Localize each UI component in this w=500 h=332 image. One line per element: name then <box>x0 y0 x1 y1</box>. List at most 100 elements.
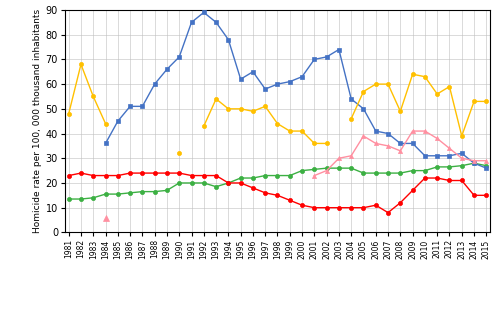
Brazil <box>274 174 280 178</box>
Line: Colombia: Colombia <box>104 10 488 170</box>
Mexico <box>152 171 158 175</box>
Colombia <box>262 87 268 91</box>
Colombia <box>385 131 391 135</box>
Brazil <box>434 165 440 169</box>
Colombia <box>250 70 256 74</box>
Brazil <box>446 165 452 169</box>
Line: Brazil: Brazil <box>66 161 488 201</box>
Mexico <box>434 176 440 180</box>
Brazil <box>90 196 96 200</box>
Brazil <box>324 166 330 170</box>
Mexico <box>348 206 354 210</box>
El Salvador <box>78 62 84 66</box>
Colombia <box>152 82 158 86</box>
Mexico <box>287 198 293 202</box>
Colombia <box>434 154 440 158</box>
Guatemala <box>348 154 354 158</box>
Colombia <box>348 97 354 101</box>
Brazil <box>484 164 490 168</box>
Mexico <box>324 206 330 210</box>
Brazil <box>213 185 219 189</box>
Guatemala <box>398 149 404 153</box>
Brazil <box>78 197 84 201</box>
Mexico <box>336 206 342 210</box>
Mexico <box>471 193 477 197</box>
Mexico <box>140 171 145 175</box>
Colombia <box>201 10 207 14</box>
Brazil <box>262 174 268 178</box>
Colombia <box>127 104 133 108</box>
Guatemala <box>336 156 342 160</box>
Brazil <box>238 176 244 180</box>
Colombia <box>373 129 379 133</box>
Mexico <box>274 193 280 197</box>
Guatemala <box>471 159 477 163</box>
Line: Mexico: Mexico <box>66 171 488 215</box>
Guatemala <box>458 156 464 160</box>
Guatemala <box>446 146 452 150</box>
El Salvador <box>66 112 71 116</box>
Brazil <box>373 171 379 175</box>
Mexico <box>188 174 194 178</box>
Brazil <box>176 181 182 185</box>
Brazil <box>152 190 158 194</box>
Brazil <box>471 161 477 165</box>
Brazil <box>127 191 133 195</box>
Brazil <box>385 171 391 175</box>
Guatemala <box>360 134 366 138</box>
Guatemala <box>385 144 391 148</box>
Guatemala <box>484 159 490 163</box>
Mexico <box>312 206 318 210</box>
Guatemala <box>422 129 428 133</box>
Line: El Salvador: El Salvador <box>66 62 108 126</box>
Colombia <box>140 104 145 108</box>
Line: Guatemala: Guatemala <box>312 129 488 178</box>
Mexico <box>213 174 219 178</box>
Colombia <box>226 38 232 42</box>
Mexico <box>360 206 366 210</box>
Colombia <box>410 141 416 145</box>
Mexico <box>201 174 207 178</box>
Mexico <box>262 191 268 195</box>
Brazil <box>140 190 145 194</box>
Colombia <box>458 151 464 155</box>
Brazil <box>360 171 366 175</box>
Colombia <box>176 55 182 59</box>
Colombia <box>324 55 330 59</box>
Brazil <box>299 169 305 173</box>
Mexico <box>250 186 256 190</box>
Mexico <box>446 179 452 183</box>
Colombia <box>238 77 244 81</box>
Mexico <box>385 210 391 214</box>
Brazil <box>250 176 256 180</box>
Colombia <box>471 161 477 165</box>
Mexico <box>127 171 133 175</box>
Brazil <box>398 171 404 175</box>
Mexico <box>115 174 121 178</box>
Mexico <box>238 181 244 185</box>
Colombia <box>287 80 293 84</box>
Colombia <box>188 20 194 24</box>
Brazil <box>348 166 354 170</box>
Guatemala <box>312 174 318 178</box>
Mexico <box>410 188 416 192</box>
Mexico <box>226 181 232 185</box>
Mexico <box>78 171 84 175</box>
Mexico <box>299 203 305 207</box>
Guatemala <box>324 169 330 173</box>
Brazil <box>287 174 293 178</box>
Colombia <box>484 166 490 170</box>
Brazil <box>188 181 194 185</box>
Brazil <box>422 169 428 173</box>
Brazil <box>66 197 71 201</box>
Mexico <box>90 174 96 178</box>
Mexico <box>484 193 490 197</box>
Guatemala <box>434 136 440 140</box>
El Salvador <box>90 95 96 99</box>
Colombia <box>360 107 366 111</box>
Brazil <box>201 181 207 185</box>
Colombia <box>446 154 452 158</box>
Colombia <box>398 141 404 145</box>
Colombia <box>115 119 121 123</box>
Brazil <box>102 192 108 196</box>
